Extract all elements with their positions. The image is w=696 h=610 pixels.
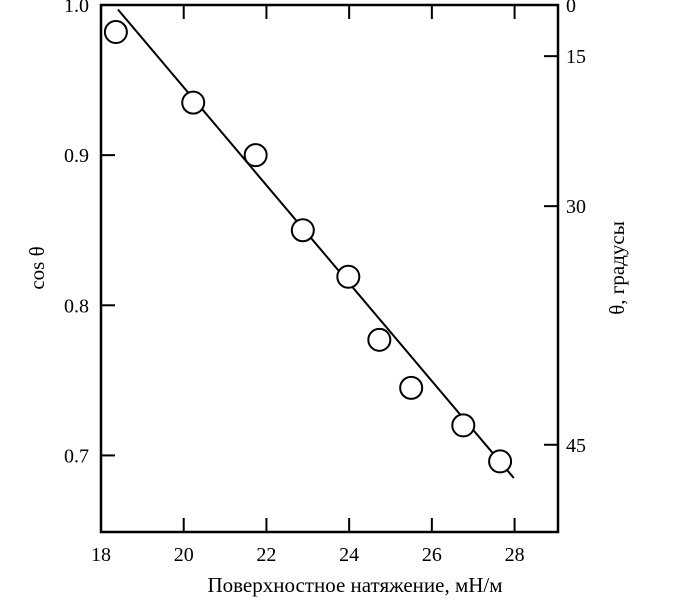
y2-tick-label: 45: [566, 435, 586, 457]
x-tick-label: 18: [91, 544, 111, 566]
x-tick-label: 26: [422, 544, 442, 566]
y-tick-label: 0.8: [64, 295, 89, 317]
x-tick-label: 28: [505, 544, 525, 566]
data-point: [290, 218, 315, 243]
y-tick-label: 0.9: [64, 145, 89, 167]
x-tick-label: 22: [256, 544, 276, 566]
data-point: [336, 264, 361, 289]
data-point: [181, 90, 206, 115]
data-point: [103, 20, 128, 45]
data-point: [367, 327, 392, 352]
data-point: [488, 449, 513, 474]
y2-axis-label: θ, градусы: [605, 221, 629, 315]
x-axis-label: Поверхностное натяжение, мН/м: [207, 573, 502, 597]
data-point: [243, 143, 268, 168]
y2-tick-label: 15: [566, 46, 586, 68]
data-point: [451, 413, 476, 438]
y-axis-label: cos θ: [25, 246, 49, 289]
y2-tick-label: 30: [566, 196, 586, 218]
y-tick-label: 1.0: [64, 0, 89, 17]
x-tick-label: 20: [174, 544, 194, 566]
x-tick-label: 24: [339, 544, 359, 566]
plot-frame: [99, 3, 560, 534]
data-point: [399, 375, 424, 400]
y2-tick-label: 0: [566, 0, 576, 17]
y-tick-label: 0.7: [64, 445, 89, 467]
fit-line: [117, 8, 515, 479]
